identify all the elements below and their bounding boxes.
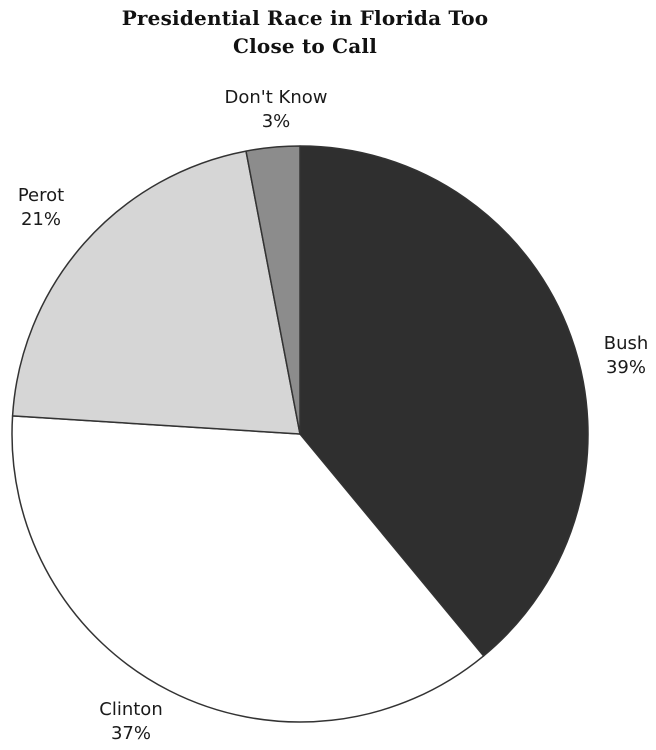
chart-title-line-2: Close to Call bbox=[232, 34, 378, 58]
slice-value-bush: 39% bbox=[605, 357, 646, 378]
slice-name-don-t-know: Don't Know bbox=[224, 87, 328, 108]
slice-value-don-t-know: 3% bbox=[261, 111, 291, 132]
slice-label-don-t-know: Don't Know 3% bbox=[206, 86, 346, 134]
slice-name-clinton: Clinton bbox=[99, 699, 163, 720]
slice-name-perot: Perot bbox=[17, 185, 65, 206]
pie-slice-bush bbox=[299, 145, 589, 657]
chart-title-line-1: Presidential Race in Florida Too bbox=[121, 6, 489, 30]
pie-slice-don-t-know bbox=[245, 145, 301, 435]
slice-value-clinton: 37% bbox=[110, 723, 151, 744]
slice-label-bush: Bush 39% bbox=[596, 332, 656, 380]
pie-slice-perot bbox=[11, 150, 301, 435]
slice-label-clinton: Clinton 37% bbox=[86, 698, 176, 746]
slice-label-perot: Perot 21% bbox=[6, 184, 76, 232]
slice-value-perot: 21% bbox=[20, 209, 61, 230]
pie-slice-clinton bbox=[11, 415, 485, 723]
slice-name-bush: Bush bbox=[603, 333, 649, 354]
